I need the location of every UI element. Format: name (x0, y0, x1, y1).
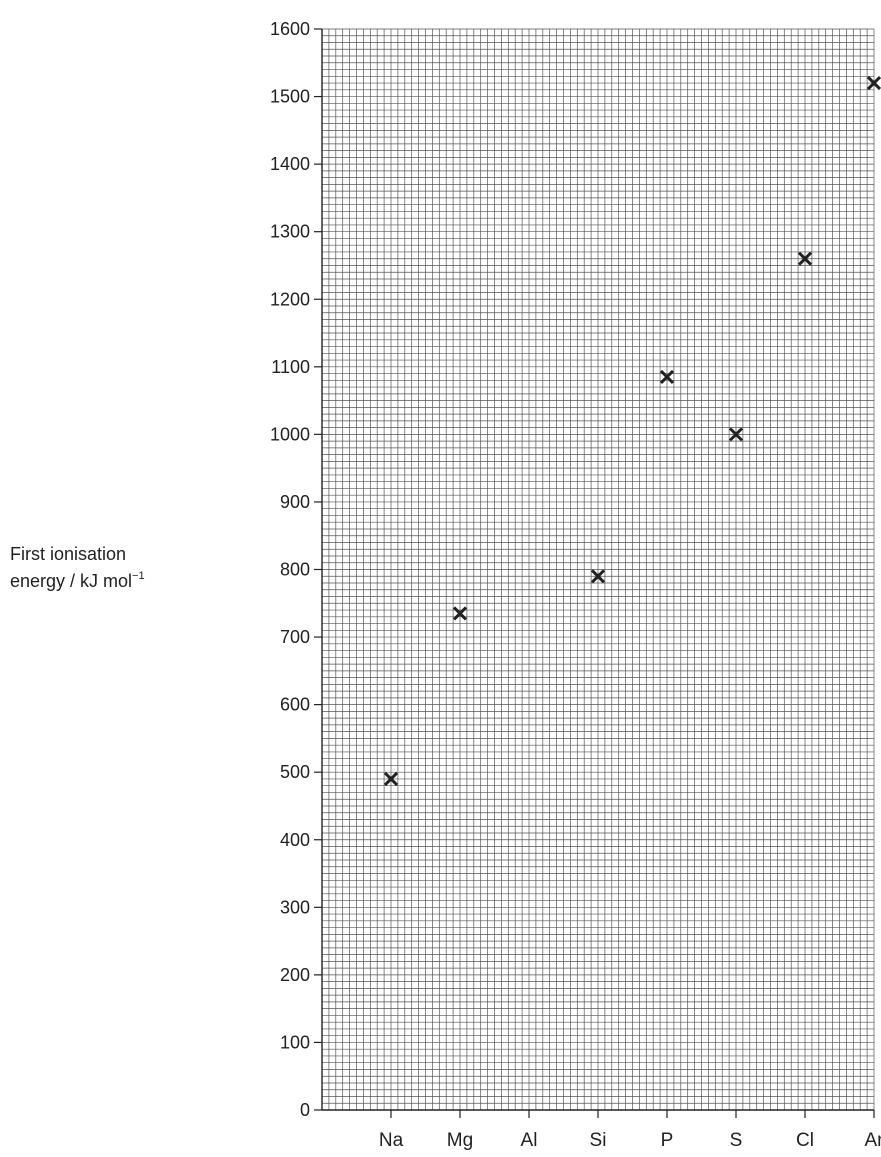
x-tick-label-al: Al (521, 1130, 538, 1151)
cross-stroke (452, 606, 468, 621)
data-point-s (728, 427, 744, 442)
cross-stroke (659, 369, 675, 385)
y-axis-ticks: 0 100 200 300 400 500 600 700 800 900 1000 1100 1200… (270, 19, 322, 1120)
cross-stroke (728, 427, 744, 442)
y-tick-label: 1500 (270, 87, 310, 107)
y-tick-label: 1300 (270, 222, 310, 242)
x-tick-label-na: Na (379, 1130, 404, 1151)
cross-stroke (797, 251, 813, 266)
x-tick-label-cl: Cl (796, 1130, 814, 1151)
y-axis-label: First ionisation energy / kJ mol−1 (10, 543, 220, 592)
y-tick-label: 1400 (270, 154, 310, 174)
data-point-ar (866, 75, 881, 91)
y-tick-label: 500 (280, 762, 310, 782)
x-tick-label-mg: Mg (447, 1130, 473, 1151)
y-tick-label: 600 (280, 695, 310, 715)
x-tick-label-s: S (730, 1130, 743, 1151)
y-tick-label: 300 (280, 897, 310, 917)
y-tick-label: 400 (280, 830, 310, 850)
data-point-si (590, 569, 606, 584)
cross-stroke (590, 569, 606, 584)
data-point-na (383, 771, 399, 787)
y-tick-label: 200 (280, 965, 310, 985)
cross-stroke (866, 75, 881, 91)
y-axis-label-unit: energy / kJ mol (10, 571, 133, 591)
x-tick-label-p: P (661, 1130, 674, 1151)
y-tick-label: 1200 (270, 289, 310, 309)
y-tick-label: 1100 (271, 357, 310, 377)
cross-stroke (383, 771, 399, 787)
y-tick-label: 0 (300, 1100, 310, 1120)
data-point-mg (452, 606, 468, 621)
y-axis-label-line1: First ionisation (10, 544, 127, 564)
y-tick-label: 700 (280, 627, 310, 647)
x-tick-label-ar: Ar (865, 1130, 881, 1151)
grid (321, 28, 875, 1111)
y-tick-label: 100 (280, 1032, 310, 1052)
data-point-p (659, 369, 675, 385)
data-point-cl (797, 251, 813, 266)
y-tick-label: 1600 (270, 19, 310, 39)
y-axis-label-exponent: −1 (132, 570, 145, 582)
x-tick-label-si: Si (590, 1130, 607, 1151)
y-axis-label-line2: energy / kJ mol−1 (10, 565, 220, 592)
x-axis-ticks: Na Mg Al Si P S Cl Ar (379, 1110, 881, 1151)
y-tick-label: 800 (280, 560, 310, 580)
y-tick-label: 900 (280, 492, 310, 512)
data-points (383, 75, 881, 787)
y-tick-label: 1000 (270, 424, 310, 444)
